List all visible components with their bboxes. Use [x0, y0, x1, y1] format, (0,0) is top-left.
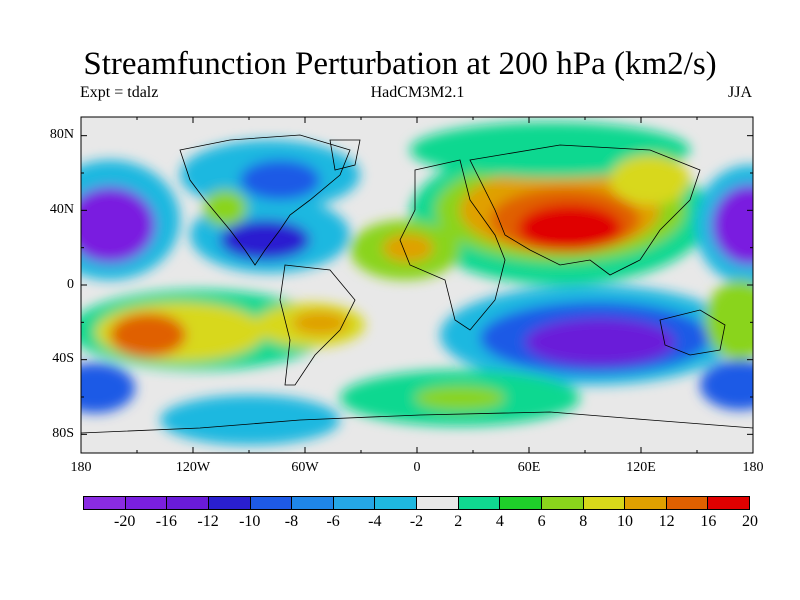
colorbar-label: 12 [658, 513, 675, 530]
colorbar-label: -8 [284, 513, 299, 530]
colorbar-swatch [292, 497, 334, 509]
colorbar-swatch [333, 497, 376, 509]
south-america-coast [279, 264, 356, 386]
axis-ticks [80, 117, 754, 453]
colorbar-label: -6 [326, 513, 340, 530]
colorbar-label: -2 [409, 513, 424, 530]
greenland-coast [329, 139, 361, 171]
colorbar-swatch [458, 497, 501, 509]
colorbar-label: 8 [579, 513, 588, 530]
colorbar-swatch [625, 497, 667, 509]
caribbean-low-core [220, 220, 310, 260]
x-label-60e: 60E [517, 460, 541, 475]
colorbar-label: -20 [114, 513, 136, 530]
colorbar-swatch [125, 497, 168, 509]
asian-high-core [518, 204, 622, 252]
satl-high-core [292, 311, 348, 335]
s-pacific-low-w [81, 363, 135, 413]
colorbar-swatch [666, 497, 709, 509]
colorbar-label: -16 [155, 513, 178, 530]
npac-low-core-w [81, 187, 155, 263]
colorbar-label: 20 [742, 513, 758, 530]
colorbar-swatch [708, 497, 749, 509]
x-label-120e: 120E [626, 460, 656, 475]
colorbar-label: 4 [495, 513, 504, 530]
antarctica-coast [81, 411, 753, 434]
season-label: JJA [727, 84, 752, 101]
experiment-label: Expt = tdalz [80, 84, 159, 101]
north-america-coast [179, 134, 351, 266]
colorbar-label: -10 [239, 513, 261, 530]
npac-low-core-e [712, 185, 753, 265]
colorbar-label: 10 [616, 513, 633, 530]
colorbar-label: -12 [197, 513, 219, 530]
colorbar-swatch [84, 497, 126, 509]
x-label-60w: 60W [291, 460, 319, 475]
natl-high-core [383, 234, 433, 262]
colorbar-swatch [250, 497, 293, 509]
indian-low-core [525, 318, 675, 366]
model-label: HadCM3M2.1 [370, 84, 465, 101]
hudson-low-core [240, 160, 320, 200]
npac-high-small [203, 190, 247, 226]
y-label-0: 0 [67, 277, 74, 292]
x-label-180w: 180 [70, 460, 92, 475]
europe-africa-coast [399, 159, 506, 331]
x-label-120w: 120W [175, 460, 211, 475]
s-pacific-low-e [700, 360, 753, 410]
chart-title: Streamfunction Perturbation at 200 hPa (… [83, 46, 717, 82]
colorbar-label: 16 [700, 513, 717, 530]
y-label-80s: 80S [52, 426, 74, 441]
x-label-180e: 180 [742, 460, 764, 475]
y-label-40n: 40N [49, 202, 74, 217]
contour-fills [81, 122, 753, 445]
y-label-40s: 40S [52, 351, 74, 366]
s-indian-low [160, 395, 340, 445]
colorbar-swatch [541, 497, 584, 509]
colorbar-swatch [208, 497, 251, 509]
coastlines [81, 134, 753, 434]
x-label-0: 0 [413, 460, 421, 475]
spac-high-core [110, 313, 186, 357]
colorbar-swatch [375, 497, 417, 509]
colorbar [83, 496, 750, 510]
colorbar-swatch [417, 497, 459, 509]
colorbar-swatch [583, 497, 626, 509]
colorbar-swatch [500, 497, 542, 509]
y-label-80n: 80N [49, 127, 74, 142]
colorbar-swatch [167, 497, 209, 509]
asia-coast [469, 144, 701, 276]
colorbar-label: 2 [454, 513, 463, 530]
colorbar-label: -4 [368, 513, 382, 530]
southern-ocean-high-core [415, 386, 505, 410]
australia-coast [659, 309, 726, 356]
e-asia-high [610, 155, 690, 205]
colorbar-label: 6 [537, 513, 546, 530]
w-pacific-high [705, 280, 753, 360]
